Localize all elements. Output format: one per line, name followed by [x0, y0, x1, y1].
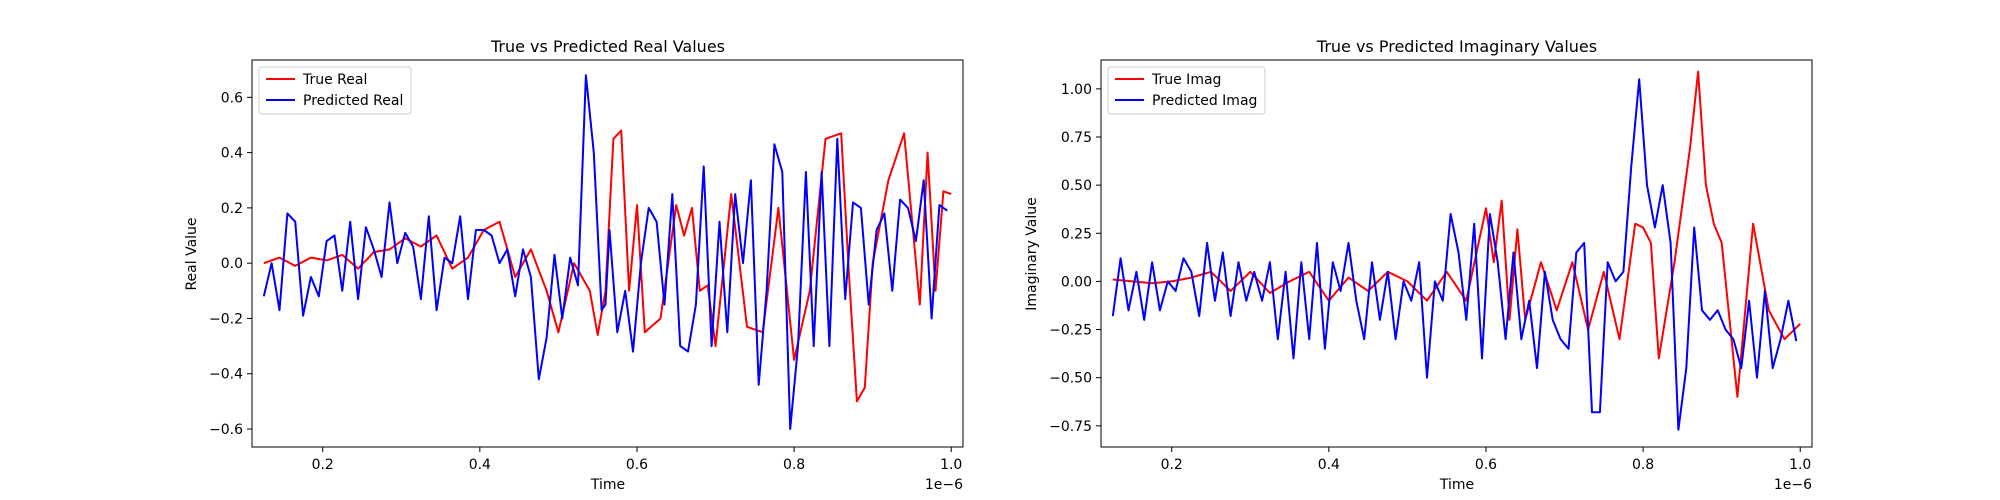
- x-offset-label: 1e−6: [925, 477, 963, 493]
- legend-label-predicted-real: Predicted Real: [303, 93, 403, 109]
- series-line-predicted-real: [262, 74, 948, 430]
- x-axis-label: Time: [1439, 477, 1474, 493]
- y-tick-label: 0.25: [1061, 226, 1092, 242]
- series-line-true-real: [263, 129, 952, 403]
- x-axis-label: Time: [590, 477, 625, 493]
- y-axis-label: Real Value: [184, 217, 200, 290]
- axis-ticks: 0.2 0.4 0.6 0.8 1.0 −0.6 −0.4 −0.2 0.0 0.2 0.4 0.6: [209, 90, 962, 473]
- x-tick-label: 0.6: [1475, 457, 1497, 473]
- y-tick-label: 0.6: [221, 90, 243, 106]
- x-tick-label: 0.2: [1161, 457, 1183, 473]
- x-tick-label: 0.8: [1632, 457, 1654, 473]
- x-tick-label: 0.2: [312, 457, 334, 473]
- legend-label-predicted-imag: Predicted Imag: [1152, 93, 1257, 109]
- y-axis-label: Imaginary Value: [1024, 197, 1040, 311]
- y-tick-label: 0.2: [221, 201, 243, 217]
- x-tick-label: 1.0: [940, 457, 962, 473]
- real-values-chart: True vs Predicted Real Values 0.2 0.4 0.6 0…: [184, 37, 964, 493]
- chart-title: True vs Predicted Imaginary Values: [1316, 37, 1597, 56]
- x-tick-label: 0.6: [626, 457, 648, 473]
- series-layer: [262, 74, 952, 430]
- legend-box: [258, 66, 412, 115]
- plot-frame: [1100, 59, 1813, 448]
- y-tick-label: −0.6: [209, 422, 243, 438]
- legend-box: [1107, 66, 1266, 115]
- y-tick-label: −0.2: [209, 311, 243, 327]
- y-tick-label: 0.0: [221, 256, 243, 272]
- y-tick-label: −0.50: [1049, 371, 1092, 387]
- x-tick-label: 0.4: [1318, 457, 1340, 473]
- legend: True Real Predicted Real: [258, 66, 412, 115]
- legend-label-true-imag: True Imag: [1151, 72, 1221, 88]
- imaginary-values-chart: True vs Predicted Imaginary Values 0.2 0.…: [1024, 37, 1813, 493]
- y-tick-label: −0.4: [209, 367, 243, 383]
- series-line-predicted-imag: [1111, 78, 1798, 431]
- y-tick-label: −0.75: [1049, 419, 1092, 435]
- x-tick-label: 0.4: [469, 457, 491, 473]
- x-tick-label: 1.0: [1789, 457, 1811, 473]
- y-tick-label: 0.4: [221, 146, 243, 162]
- y-tick-label: 0.75: [1061, 130, 1092, 146]
- series-line-true-imag: [1112, 70, 1801, 398]
- series-layer: [1111, 70, 1801, 431]
- y-tick-label: −0.25: [1049, 323, 1092, 339]
- y-tick-label: 1.00: [1061, 82, 1092, 98]
- chart-title: True vs Predicted Real Values: [490, 37, 725, 56]
- x-tick-label: 0.8: [783, 457, 805, 473]
- legend-label-true-real: True Real: [302, 72, 367, 88]
- y-tick-label: 0.00: [1061, 274, 1092, 290]
- y-tick-label: 0.50: [1061, 178, 1092, 194]
- plot-frame: [251, 59, 964, 448]
- legend: True Imag Predicted Imag: [1107, 66, 1266, 115]
- x-offset-label: 1e−6: [1774, 477, 1812, 493]
- axis-ticks: 0.2 0.4 0.6 0.8 1.0 −0.75 −0.50 −0.25 0.00 0.25 0.…: [1049, 82, 1811, 473]
